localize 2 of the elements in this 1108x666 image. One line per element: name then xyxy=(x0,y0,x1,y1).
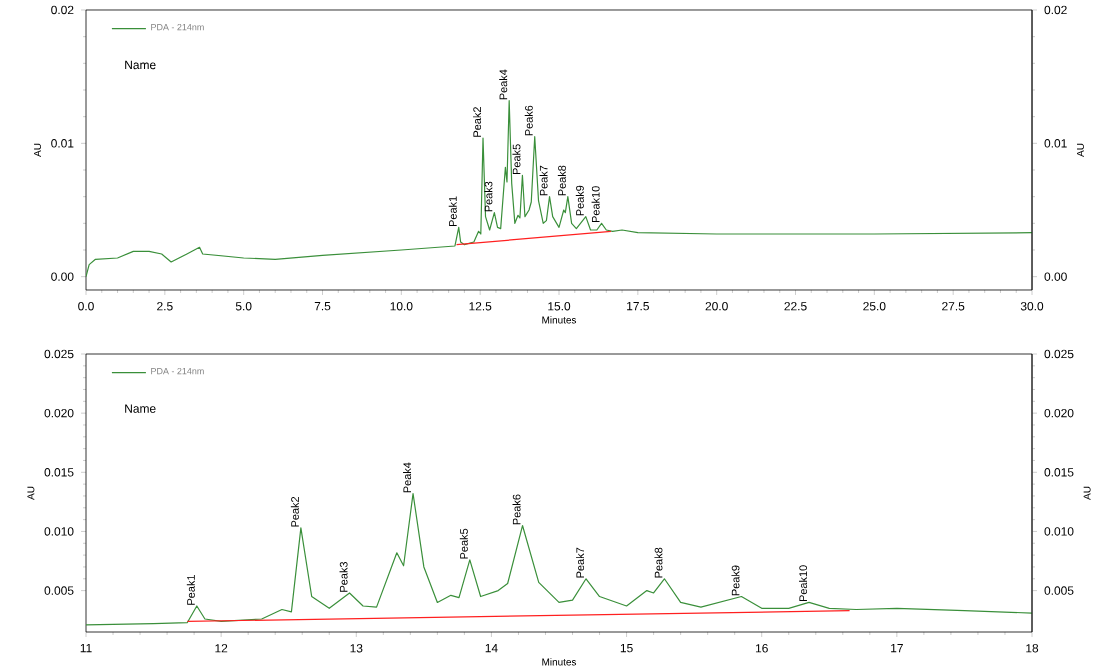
line-series xyxy=(86,492,1032,626)
line-series xyxy=(86,100,1033,278)
